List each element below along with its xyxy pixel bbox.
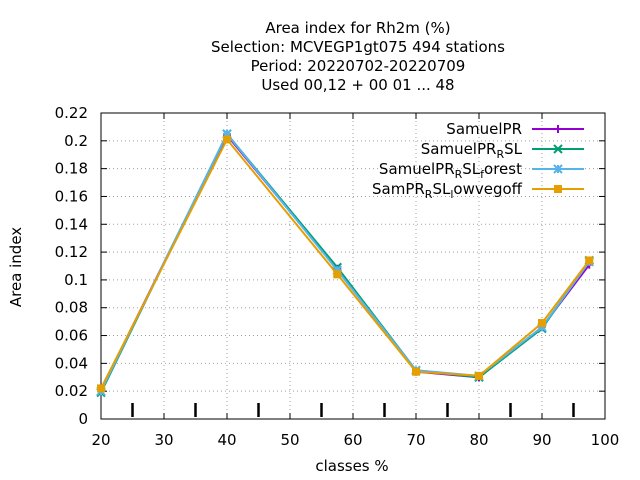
- tick-labels: 20 30 40 50 60 70 80 90 100 0 0.02 0.04 0.06 0.08 0.1 0…: [55, 104, 620, 449]
- marker-box: [333, 270, 342, 279]
- series-4-point: [585, 256, 594, 265]
- legend-label-text: SL: [432, 180, 451, 198]
- series-layer: [96, 129, 594, 398]
- y-tick-label: 0.2: [64, 132, 88, 150]
- legend-entry-3: SamuelPRRSLforest: [379, 160, 584, 181]
- marker-box: [412, 367, 420, 376]
- x-axis-label: classes %: [315, 457, 388, 475]
- legend-entry-2: SamuelPRRSL: [421, 140, 584, 161]
- legend: SamuelPRSamuelPRRSLSamuelPRRSLforestSamP…: [372, 120, 584, 201]
- y-tick-label: 0.14: [55, 215, 88, 233]
- series-4-point: [412, 367, 420, 376]
- y-tick-label: 0.06: [55, 327, 88, 345]
- x-tick-label: 50: [280, 431, 299, 449]
- legend-swatch-point: [553, 164, 563, 174]
- legend-entry-4: SamPRRSLlowvegoff: [372, 180, 584, 201]
- x-tick-label: 40: [217, 431, 236, 449]
- y-tick-label: 0.02: [55, 382, 88, 400]
- y-tick-label: 0.1: [64, 271, 88, 289]
- legend-label: SamuelPR: [446, 120, 522, 138]
- legend-swatch-point: [553, 144, 563, 154]
- legend-label-text: SamuelPR: [446, 120, 522, 138]
- legend-label-text: SL: [462, 160, 481, 178]
- legend-label: SamuelPRRSL: [421, 140, 523, 161]
- y-tick-label: 0.12: [55, 243, 88, 261]
- series-4-point: [223, 135, 231, 144]
- legend-swatch-point: [554, 125, 562, 133]
- legend-label-subscript: f: [480, 168, 485, 181]
- legend-label-subscript: R: [496, 148, 504, 161]
- x-tick-label: 70: [406, 431, 425, 449]
- y-tick-label: 0.22: [55, 104, 88, 122]
- legend-label-text: orest: [484, 160, 522, 178]
- series-4-point: [475, 371, 483, 380]
- y-tick-label: 0.08: [55, 299, 88, 317]
- marker-box: [223, 135, 231, 144]
- y-tick-label: 0.04: [55, 354, 88, 372]
- marker-box: [585, 256, 594, 265]
- x-tick-label: 60: [343, 431, 362, 449]
- series-4: [97, 135, 594, 393]
- x-tick-label: 90: [532, 431, 551, 449]
- series-4-point: [538, 319, 546, 328]
- legend-entry-1: SamuelPR: [446, 120, 584, 138]
- x-tick-label: 100: [591, 431, 620, 449]
- chart-title-line-1: Area index for Rh2m (%): [265, 19, 450, 37]
- legend-label-text: owvegoff: [453, 180, 522, 198]
- marker-box: [554, 185, 562, 193]
- marker-box: [475, 371, 483, 380]
- y-tick-label: 0.18: [55, 160, 88, 178]
- series-4-point: [97, 384, 105, 393]
- x-tick-label: 80: [469, 431, 488, 449]
- legend-label-text: SamuelPR: [421, 140, 497, 158]
- y-axis-label: Area index: [7, 227, 25, 307]
- marker-box: [97, 384, 105, 393]
- x-tick-label: 20: [91, 431, 110, 449]
- legend-label: SamuelPRRSLforest: [379, 160, 522, 181]
- marker-box: [538, 319, 546, 328]
- x-tick-label: 30: [154, 431, 173, 449]
- series-4-point: [333, 270, 342, 279]
- legend-label-subscript: l: [450, 188, 453, 201]
- chart-title-line-3: Period: 20220702-20220709: [251, 57, 466, 75]
- legend-label-subscript: R: [425, 188, 433, 201]
- grid: [101, 113, 605, 419]
- marker-stroke: [553, 164, 563, 174]
- y-tick-label: 0: [78, 410, 88, 428]
- legend-label-subscript: R: [455, 168, 463, 181]
- legend-label-text: SamuelPR: [379, 160, 455, 178]
- legend-label: SamPRRSLlowvegoff: [372, 180, 523, 201]
- chart-title-line-2: Selection: MCVEGP1gt075 494 stations: [211, 38, 505, 56]
- legend-swatch-point: [554, 185, 562, 193]
- legend-label-text: SamPR: [372, 180, 425, 198]
- y-tick-label: 0.16: [55, 187, 88, 205]
- legend-label-text: SL: [504, 140, 523, 158]
- plot-border: [100, 112, 606, 420]
- marker-stroke: [553, 144, 563, 154]
- chart-title-line-4: Used 00,12 + 00 01 ... 48: [261, 76, 454, 94]
